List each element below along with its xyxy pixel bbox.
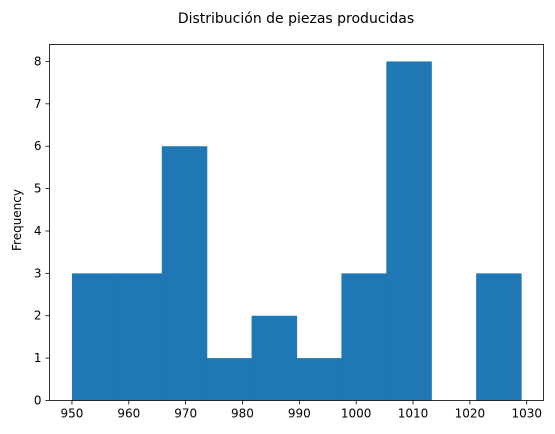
y-tick-label-3: 3 — [34, 266, 42, 280]
histogram-bar-8 — [386, 61, 432, 400]
y-tick-label-2: 2 — [34, 309, 42, 323]
x-tick-label-990: 990 — [288, 407, 311, 421]
histogram-bar-3 — [162, 146, 208, 400]
y-tick-label-1: 1 — [34, 351, 42, 365]
histogram-bar-1 — [72, 273, 118, 400]
x-tick-label-970: 970 — [174, 407, 197, 421]
y-axis-label: Frequency — [10, 189, 24, 251]
histogram-bar-4 — [207, 358, 253, 400]
chart-title: Distribución de piezas producidas — [178, 11, 414, 27]
histogram-bar-10 — [476, 273, 522, 400]
histogram-bar-7 — [341, 273, 387, 400]
histogram-bar-2 — [117, 273, 163, 400]
histogram-bar-5 — [252, 316, 298, 401]
histogram-bar-6 — [297, 358, 343, 400]
x-tick-label-1000: 1000 — [341, 407, 372, 421]
y-tick-label-5: 5 — [34, 182, 42, 196]
x-tick-label-1030: 1030 — [511, 407, 542, 421]
y-tick-label-7: 7 — [34, 97, 42, 111]
x-axis-ticks: 950 960 970 980 990 1000 1010 1020 1030 — [61, 401, 543, 421]
x-tick-label-950: 950 — [61, 407, 84, 421]
y-tick-label-8: 8 — [34, 54, 42, 68]
y-axis-ticks: 0 1 2 3 4 5 6 7 8 — [34, 54, 50, 407]
y-tick-label-6: 6 — [34, 139, 42, 153]
bars-group — [72, 61, 522, 400]
x-tick-label-980: 980 — [231, 407, 254, 421]
y-tick-label-0: 0 — [34, 394, 42, 408]
x-tick-label-1010: 1010 — [398, 407, 429, 421]
x-tick-label-1020: 1020 — [455, 407, 486, 421]
y-tick-label-4: 4 — [34, 224, 42, 238]
x-tick-label-960: 960 — [117, 407, 140, 421]
